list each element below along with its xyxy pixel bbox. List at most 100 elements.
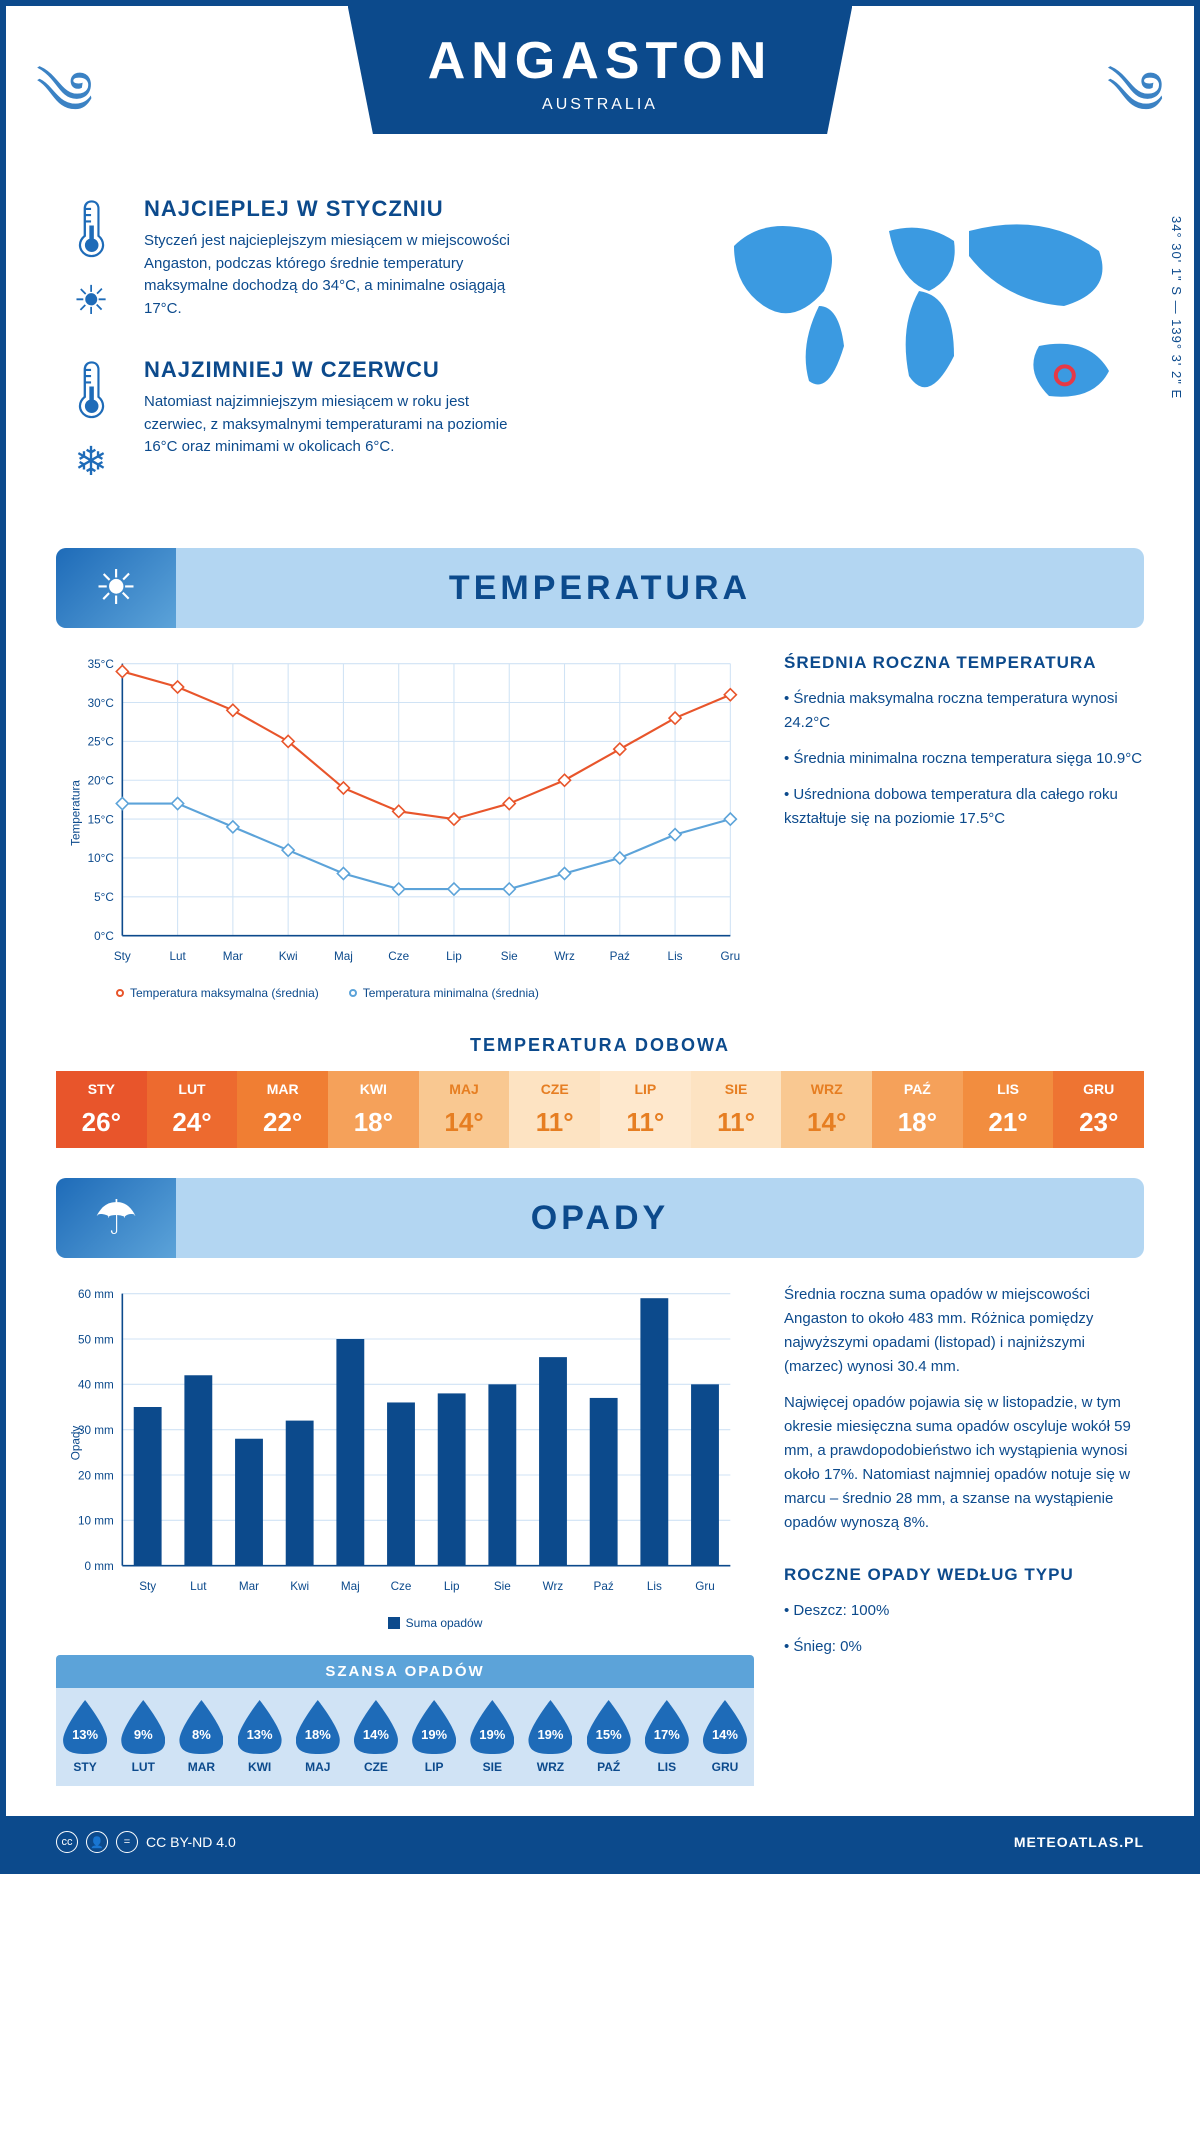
temp-value: 14° (781, 1107, 872, 1138)
svg-text:Lip: Lip (444, 1580, 460, 1593)
svg-text:Opady: Opady (70, 1426, 83, 1461)
svg-text:Sty: Sty (139, 1580, 156, 1593)
raindrop-icon: 13% (238, 1700, 282, 1754)
legend-item: Suma opadów (388, 1616, 483, 1630)
info-text: NAJZIMNIEJ W CZERWCU Natomiast najzimnie… (144, 357, 524, 488)
temp-line-chart: 0°C5°C10°C15°C20°C25°C30°C35°CStyLutMarK… (56, 653, 754, 973)
side-title: ŚREDNIA ROCZNA TEMPERATURA (784, 653, 1144, 673)
info-text: NAJCIEPLEJ W STYCZNIU Styczeń jest najci… (144, 196, 524, 327)
wind-icon: ༄ (36, 26, 93, 195)
svg-text:30 mm: 30 mm (78, 1424, 114, 1437)
svg-text:25°C: 25°C (88, 736, 115, 749)
svg-text:Cze: Cze (391, 1580, 412, 1593)
month-label: GRU (1053, 1081, 1144, 1097)
month-label: MAR (237, 1081, 328, 1097)
svg-text:Paź: Paź (610, 950, 630, 963)
bullet-item: Deszcz: 100% (784, 1599, 1144, 1623)
svg-text:30°C: 30°C (88, 697, 115, 710)
temp-cell: KWI18° (328, 1071, 419, 1148)
raindrop-icon: 19% (528, 1700, 572, 1754)
legend-label: Suma opadów (406, 1616, 483, 1630)
svg-text:10°C: 10°C (88, 852, 115, 865)
raindrop-icon: 14% (354, 1700, 398, 1754)
bullet-item: Śnieg: 0% (784, 1635, 1144, 1659)
title-band: ANGASTON AUSTRALIA (348, 6, 853, 134)
month-label: LIS (963, 1081, 1054, 1097)
country-subtitle: AUSTRALIA (428, 96, 773, 114)
chance-cell: 19%LIP (405, 1700, 463, 1774)
thermometer-sun-icon: 🌡☀ (56, 196, 126, 327)
month-label: WRZ (781, 1081, 872, 1097)
temp-cell: MAR22° (237, 1071, 328, 1148)
section-header-precip: ☂ OPADY (56, 1178, 1144, 1258)
month-label: KWI (328, 1081, 419, 1097)
info-left: 🌡☀ NAJCIEPLEJ W STYCZNIU Styczeń jest na… (56, 196, 674, 518)
legend-item: Temperatura minimalna (średnia) (349, 986, 539, 1000)
temp-cell: SIE 11° (691, 1071, 782, 1148)
svg-text:50 mm: 50 mm (78, 1333, 114, 1346)
month-label: MAR (172, 1760, 230, 1774)
month-label: WRZ (521, 1760, 579, 1774)
temp-cell: PAŹ18° (872, 1071, 963, 1148)
raindrop-icon: 13% (63, 1700, 107, 1754)
svg-text:Sty: Sty (114, 950, 131, 963)
info-body: Styczeń jest najcieplejszym miesiącem w … (144, 230, 524, 320)
month-label: LUT (147, 1081, 238, 1097)
month-label: PAŹ (580, 1760, 638, 1774)
info-title: NAJCIEPLEJ W STYCZNIU (144, 196, 524, 222)
legend-label: Temperatura minimalna (średnia) (363, 986, 539, 1000)
daily-temp-title: TEMPERATURA DOBOWA (56, 1035, 1144, 1056)
map-svg (704, 196, 1144, 426)
svg-text:Kwi: Kwi (279, 950, 298, 963)
chance-strip: 13%STY9%LUT8%MAR13%KWI18%MAJ14%CZE19%LIP… (56, 1688, 754, 1786)
chance-cell: 14%GRU (696, 1700, 754, 1774)
page: ༄ ANGASTON AUSTRALIA ༄ 🌡☀ NAJCIEPLEJ W S… (0, 0, 1200, 1874)
temp-value: 11° (691, 1107, 782, 1138)
svg-text:0°C: 0°C (94, 930, 114, 943)
svg-text:60 mm: 60 mm (78, 1288, 114, 1301)
svg-text:5°C: 5°C (94, 891, 114, 904)
precip-chart-row: 0 mm10 mm20 mm30 mm40 mm50 mm60 mmStyLut… (56, 1283, 1144, 1786)
bullet-item: Uśredniona dobowa temperatura dla całego… (784, 783, 1144, 831)
section-title: OPADY (176, 1199, 1144, 1238)
month-label: LUT (114, 1760, 172, 1774)
temp-cell: GRU 23° (1053, 1071, 1144, 1148)
umbrella-icon: ☂ (56, 1178, 176, 1258)
info-row: 🌡☀ NAJCIEPLEJ W STYCZNIU Styczeń jest na… (56, 196, 1144, 518)
svg-text:Lis: Lis (668, 950, 683, 963)
svg-text:Lis: Lis (647, 1580, 662, 1593)
month-label: MAJ (289, 1760, 347, 1774)
month-label: SIE (691, 1081, 782, 1097)
bullet-list: Średnia maksymalna roczna temperatura wy… (784, 687, 1144, 831)
svg-text:10 mm: 10 mm (78, 1515, 114, 1528)
svg-text:Temperatura: Temperatura (70, 780, 83, 846)
month-label: PAŹ (872, 1081, 963, 1097)
month-label: STY (56, 1081, 147, 1097)
svg-text:Lut: Lut (190, 1580, 207, 1593)
raindrop-icon: 9% (121, 1700, 165, 1754)
month-label: SIE (463, 1760, 521, 1774)
temp-chart-row: 0°C5°C10°C15°C20°C25°C30°C35°CStyLutMarK… (56, 653, 1144, 1000)
chance-cell: 8%MAR (172, 1700, 230, 1774)
precip-bar-chart: 0 mm10 mm20 mm30 mm40 mm50 mm60 mmStyLut… (56, 1283, 754, 1603)
temp-value: 21° (963, 1107, 1054, 1138)
svg-text:20°C: 20°C (88, 775, 115, 788)
chance-cell: 19%SIE (463, 1700, 521, 1774)
precip-type-title: ROCZNE OPADY WEDŁUG TYPU (784, 1565, 1144, 1585)
daily-temp-strip: STY26°LUT24°MAR22°KWI18°MAJ14°CZE11°LIP1… (56, 1071, 1144, 1148)
chance-title: SZANSA OPADÓW (56, 1655, 754, 1688)
svg-text:Maj: Maj (341, 1580, 360, 1593)
temp-legend: Temperatura maksymalna (średnia) Tempera… (56, 986, 754, 1000)
temp-value: 24° (147, 1107, 238, 1138)
chance-cell: 14%CZE (347, 1700, 405, 1774)
raindrop-icon: 15% (587, 1700, 631, 1754)
month-label: KWI (231, 1760, 289, 1774)
svg-text:35°C: 35°C (88, 658, 115, 671)
thermometer-snow-icon: 🌡❄ (56, 357, 126, 488)
svg-text:Gru: Gru (721, 950, 741, 963)
svg-text:Mar: Mar (239, 1580, 259, 1593)
month-label: MAJ (419, 1081, 510, 1097)
info-body: Natomiast najzimniejszym miesiącem w rok… (144, 391, 524, 459)
wind-icon: ༄ (1107, 26, 1164, 195)
temp-value: 23° (1053, 1107, 1144, 1138)
